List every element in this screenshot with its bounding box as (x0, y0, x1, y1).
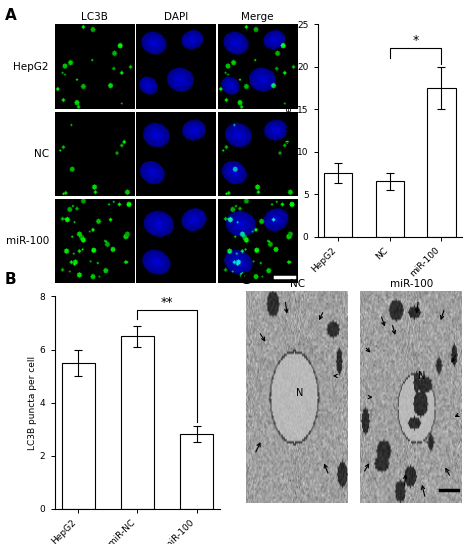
Text: HepG2: HepG2 (13, 61, 49, 72)
Text: N: N (296, 388, 303, 398)
Text: LC3B: LC3B (81, 12, 108, 22)
Bar (180, 434, 213, 509)
Text: A: A (5, 8, 17, 23)
Text: NC: NC (34, 149, 49, 159)
Text: C: C (239, 272, 250, 287)
Text: Merge: Merge (241, 12, 273, 22)
Y-axis label: LC3B puncta per cell: LC3B puncta per cell (285, 83, 294, 178)
Text: miR-100: miR-100 (6, 236, 49, 246)
Bar (427, 88, 456, 237)
Text: **: ** (161, 296, 173, 309)
Bar (121, 336, 154, 509)
Bar (376, 182, 404, 237)
Title: miR-100: miR-100 (390, 279, 433, 289)
Bar (62, 363, 95, 509)
Title: NC: NC (290, 279, 305, 289)
Bar (324, 173, 353, 237)
Y-axis label: LC3B puncta per cell: LC3B puncta per cell (28, 355, 37, 450)
Text: N: N (418, 371, 425, 381)
Text: B: B (5, 272, 17, 287)
Text: *: * (412, 34, 419, 47)
Text: DAPI: DAPI (164, 12, 188, 22)
